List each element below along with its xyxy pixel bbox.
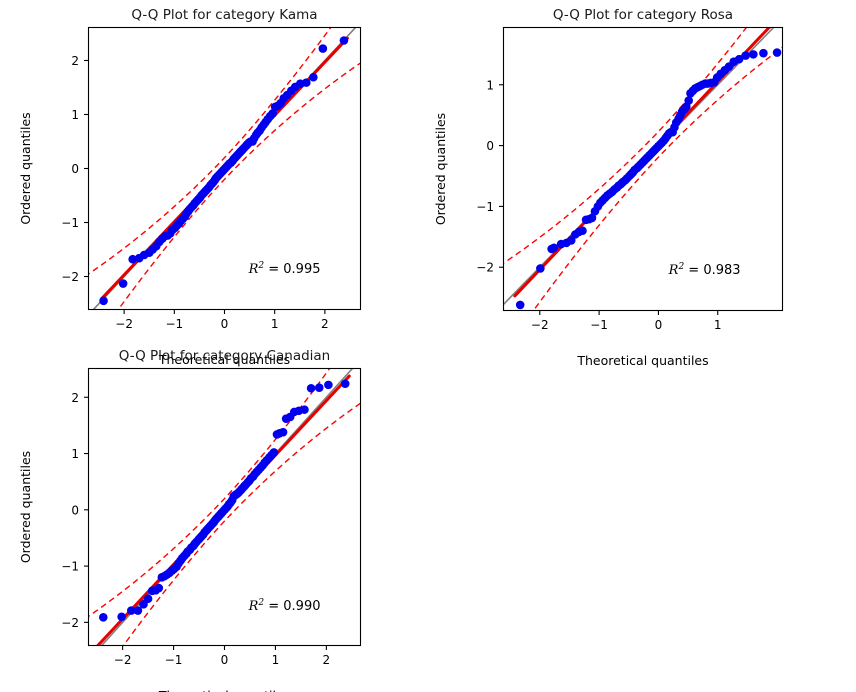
y-tick-label: −1 <box>476 200 494 214</box>
panel-title-canadian: Q-Q Plot for category Canadian <box>118 348 331 364</box>
data-point <box>117 612 126 622</box>
data-point <box>118 279 128 288</box>
qq-panel-kama: Q-Q Plot for category Kama −2 −1 0 1 2 −2 −1 0 1 2… <box>18 7 362 367</box>
r-squared-value: = 0.983 <box>684 263 740 278</box>
confidence-band-upper <box>88 27 332 276</box>
y-tick-label: −2 <box>61 270 79 284</box>
data-point <box>759 48 768 58</box>
x-tick-label: 1 <box>714 318 722 332</box>
plot-area-rosa <box>503 27 783 311</box>
axes-frame <box>87 367 362 647</box>
data-point <box>536 264 545 273</box>
x-tick-label: 0 <box>221 317 229 331</box>
axes-frame <box>87 26 362 311</box>
x-axis-label: Theoretical quantiles <box>576 353 708 368</box>
data-point <box>339 36 349 45</box>
data-point <box>309 72 318 82</box>
panel-title-rosa: Q-Q Plot for category Rosa <box>552 7 734 23</box>
y-tick-label: 1 <box>71 447 79 461</box>
data-points <box>99 36 349 306</box>
data-point <box>278 427 288 437</box>
data-point <box>126 606 136 615</box>
data-point <box>268 109 277 118</box>
confidence-band-lower <box>532 46 783 311</box>
data-point <box>684 96 693 105</box>
data-point <box>269 448 279 457</box>
x-tick-label: 0 <box>221 653 229 667</box>
data-point <box>340 379 350 389</box>
data-point <box>154 583 164 593</box>
data-point <box>143 594 153 604</box>
y-axis-label: Ordered quantiles <box>18 451 33 563</box>
x-tick-label: −2 <box>531 318 549 332</box>
x-tick-label: 0 <box>655 318 663 332</box>
x-axis-label: Theoretical quantiles <box>158 352 290 367</box>
qq-panel-rosa: Q-Q Plot for category Rosa −2 −1 0 1 −2 −1 0 1 Th… <box>433 7 784 368</box>
r-squared-value: = 0.995 <box>264 262 320 277</box>
r-squared-value: = 0.990 <box>264 599 320 614</box>
data-point <box>99 296 108 306</box>
x-tick-label: 2 <box>323 653 331 667</box>
x-axis-label: Theoretical quantiles <box>158 688 290 692</box>
data-point <box>749 50 758 59</box>
data-points <box>515 48 782 310</box>
data-point <box>566 236 576 245</box>
data-point <box>318 44 328 53</box>
y-axis-label: Ordered quantiles <box>433 113 448 225</box>
y-tick-label: 0 <box>71 503 79 517</box>
data-point <box>734 54 744 64</box>
axes-kama: −2 −1 0 1 2 −2 −1 0 1 2 Theoretical quantiles Order… <box>18 26 362 367</box>
y-tick-label: −2 <box>476 261 494 275</box>
y-tick-label: −1 <box>61 560 79 574</box>
x-tick-label: −2 <box>114 653 132 667</box>
y-tick-label: 1 <box>71 108 79 122</box>
y-tick-label: 0 <box>71 162 79 176</box>
axes-frame <box>502 26 784 312</box>
confidence-band-upper <box>88 368 331 618</box>
y-tick-label: 2 <box>71 391 79 405</box>
y-tick-label: 2 <box>71 54 79 68</box>
r-squared-annotation: R2 = 0.995 <box>248 261 321 277</box>
data-point <box>306 383 316 393</box>
x-tick-label: 1 <box>271 317 279 331</box>
x-tick-label: −2 <box>115 317 133 331</box>
confidence-band-lower <box>122 401 361 646</box>
y-tick-label: 1 <box>486 78 494 92</box>
x-tick-label: 1 <box>272 653 280 667</box>
data-points <box>98 379 350 622</box>
plot-area-kama <box>88 27 361 310</box>
data-point <box>741 51 750 60</box>
y-tick-label: −2 <box>61 616 79 630</box>
data-point <box>772 48 782 57</box>
data-point <box>515 300 525 310</box>
x-tick-label: −1 <box>165 653 183 667</box>
x-tick-label: −1 <box>590 318 608 332</box>
data-point <box>128 254 137 264</box>
qq-panel-canadian: Q-Q Plot for category Canadian −2 −1 0 1 2 −2−… <box>18 348 362 692</box>
r-squared-annotation: R2 = 0.990 <box>248 598 321 614</box>
data-point <box>314 383 324 392</box>
data-point <box>302 78 311 87</box>
y-tick-label: −1 <box>61 216 79 230</box>
data-point <box>300 405 309 414</box>
confidence-band-lower <box>117 61 361 310</box>
data-point <box>98 613 108 622</box>
axes-canadian: −2 −1 0 1 2 −2 −1 0 1 2 Theoretical quantiles Order… <box>18 367 362 692</box>
panel-title-kama: Q-Q Plot for category Kama <box>131 7 318 23</box>
axes-rosa: −2 −1 0 1 −2 −1 0 1 Theoretical quantiles Ordered… <box>433 26 784 368</box>
y-tick-label: 0 <box>486 139 494 153</box>
data-point <box>324 380 333 390</box>
x-tick-label: −1 <box>165 317 183 331</box>
confidence-band-upper <box>503 27 748 265</box>
data-point <box>578 226 587 236</box>
r-squared-annotation: R2 = 0.983 <box>668 262 741 278</box>
y-axis-label: Ordered quantiles <box>18 112 33 224</box>
plot-area-canadian <box>88 368 361 646</box>
x-tick-label: 2 <box>321 317 329 331</box>
data-point <box>549 243 559 253</box>
data-point <box>587 213 597 223</box>
data-point <box>133 606 143 615</box>
